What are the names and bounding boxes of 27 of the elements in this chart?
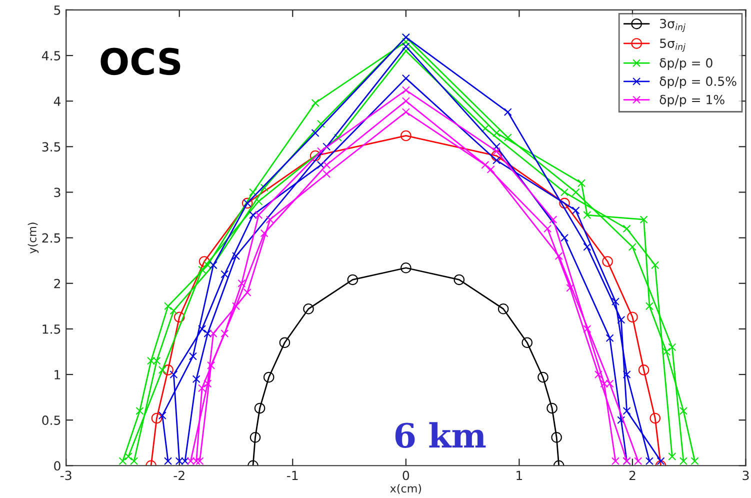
x-tick-label: -3: [60, 470, 72, 480]
x-tick-label: -1: [287, 470, 298, 480]
y-tick-label: 2.5: [42, 233, 60, 243]
x-tick-label: 2: [629, 470, 636, 480]
legend-label: δp/p = 1%: [660, 94, 724, 107]
y-tick-label: 0: [54, 461, 60, 471]
annotation: OCS: [100, 48, 180, 76]
y-tick-label: 0.5: [42, 416, 60, 425]
legend-label: 3σ$_{inj}$: [660, 18, 686, 32]
y-tick-label: 5: [54, 6, 60, 15]
legend-label: δp/p = 0: [660, 58, 712, 70]
y-tick-label: 2: [54, 278, 60, 288]
x-tick-label: -2: [174, 470, 184, 480]
annotation: 6 km: [395, 422, 486, 448]
y-tick-label: 3: [54, 188, 60, 198]
x-tick-label: 0: [402, 470, 410, 480]
y-axis-title: y(cm): [28, 222, 39, 254]
y-tick-label: 4.5: [42, 51, 60, 60]
y-tick-label: 4: [54, 96, 61, 106]
legend-label: δp/p = 0.5%: [660, 76, 736, 88]
x-tick-label: 3: [742, 470, 749, 480]
y-tick-label: 3.5: [42, 142, 60, 152]
legend-label: 5σ$_{inj}$: [660, 38, 686, 52]
y-tick-label: 1: [54, 370, 60, 380]
y-tick-label: 1.5: [42, 324, 60, 334]
x-axis-title: x(cm): [390, 484, 422, 494]
x-tick-label: 1: [516, 470, 522, 480]
